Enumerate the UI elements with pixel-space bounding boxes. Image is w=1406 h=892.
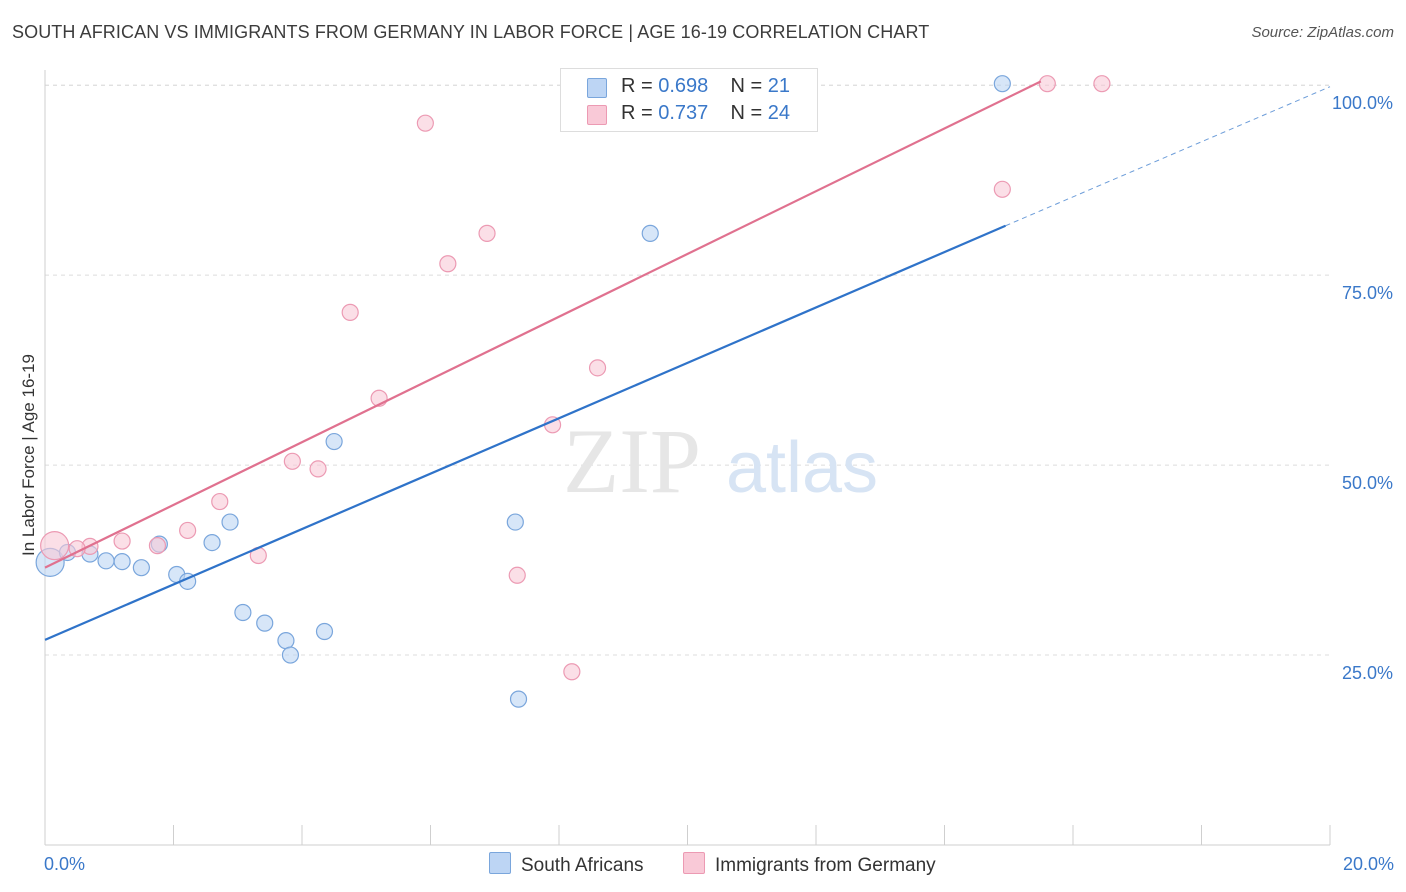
data-point-south-africans [511,691,527,707]
data-point-germany [114,533,130,549]
data-point-south-africans [326,434,342,450]
watermark-zip: ZIP [563,410,701,512]
correlation-legend: R = 0.698 N = 21 R = 0.737 N = 24 [560,68,818,132]
legend-item-germany: Immigrants from Germany [683,852,936,877]
watermark-atlas: atlas [726,428,878,508]
data-point-germany [564,664,580,680]
data-point-germany [417,115,433,131]
data-point-germany [342,304,358,320]
data-point-germany [149,538,165,554]
r-value-germany: 0.737 [658,102,708,124]
data-point-germany [509,567,525,583]
r-label: R = [621,102,653,124]
data-point-south-africans [282,647,298,663]
legend-item-south-africans: South Africans [489,852,644,877]
data-point-germany [284,453,300,469]
pink-swatch-icon [683,852,705,874]
pink-swatch-icon [587,105,607,125]
y-tick-label: 100.0% [1332,93,1393,113]
y-tick-label: 75.0% [1342,283,1393,303]
data-point-south-africans [114,554,130,570]
data-point-germany [41,532,69,560]
data-point-south-africans [257,615,273,631]
legend-label-germany: Immigrants from Germany [715,855,936,876]
data-point-germany [310,461,326,477]
data-point-germany [212,494,228,510]
blue-swatch-icon [489,852,511,874]
data-point-south-africans [133,560,149,576]
data-point-south-africans [204,535,220,551]
legend-label-south-africans: South Africans [521,855,644,876]
data-point-south-africans [98,553,114,569]
data-point-south-africans [278,633,294,649]
trend-extension-south-africans [1006,87,1330,226]
data-point-south-africans [222,514,238,530]
data-point-germany [994,181,1010,197]
n-label: N = [731,102,763,124]
n-value-south-africans: 21 [768,75,790,97]
r-value-south-africans: 0.698 [658,75,708,97]
n-value-germany: 24 [768,102,790,124]
data-point-germany [1094,76,1110,92]
data-point-germany [180,522,196,538]
y-tick-label: 50.0% [1342,473,1393,493]
x-tick-label-min: 0.0% [44,854,85,874]
y-tick-label: 25.0% [1342,663,1393,683]
y-axis-label: In Labor Force | Age 16-19 [19,354,38,556]
data-point-south-africans [994,76,1010,92]
data-point-germany [479,225,495,241]
data-point-south-africans [507,514,523,530]
r-label: R = [621,75,653,97]
data-point-germany [590,360,606,376]
data-point-south-africans [235,605,251,621]
data-point-germany [440,256,456,272]
blue-swatch-icon [587,78,607,98]
data-point-south-africans [316,623,332,639]
x-tick-label-max: 20.0% [1343,854,1394,874]
data-point-germany [1039,76,1055,92]
data-point-south-africans [642,225,658,241]
trend-line-germany [45,81,1041,567]
n-label: N = [731,75,763,97]
